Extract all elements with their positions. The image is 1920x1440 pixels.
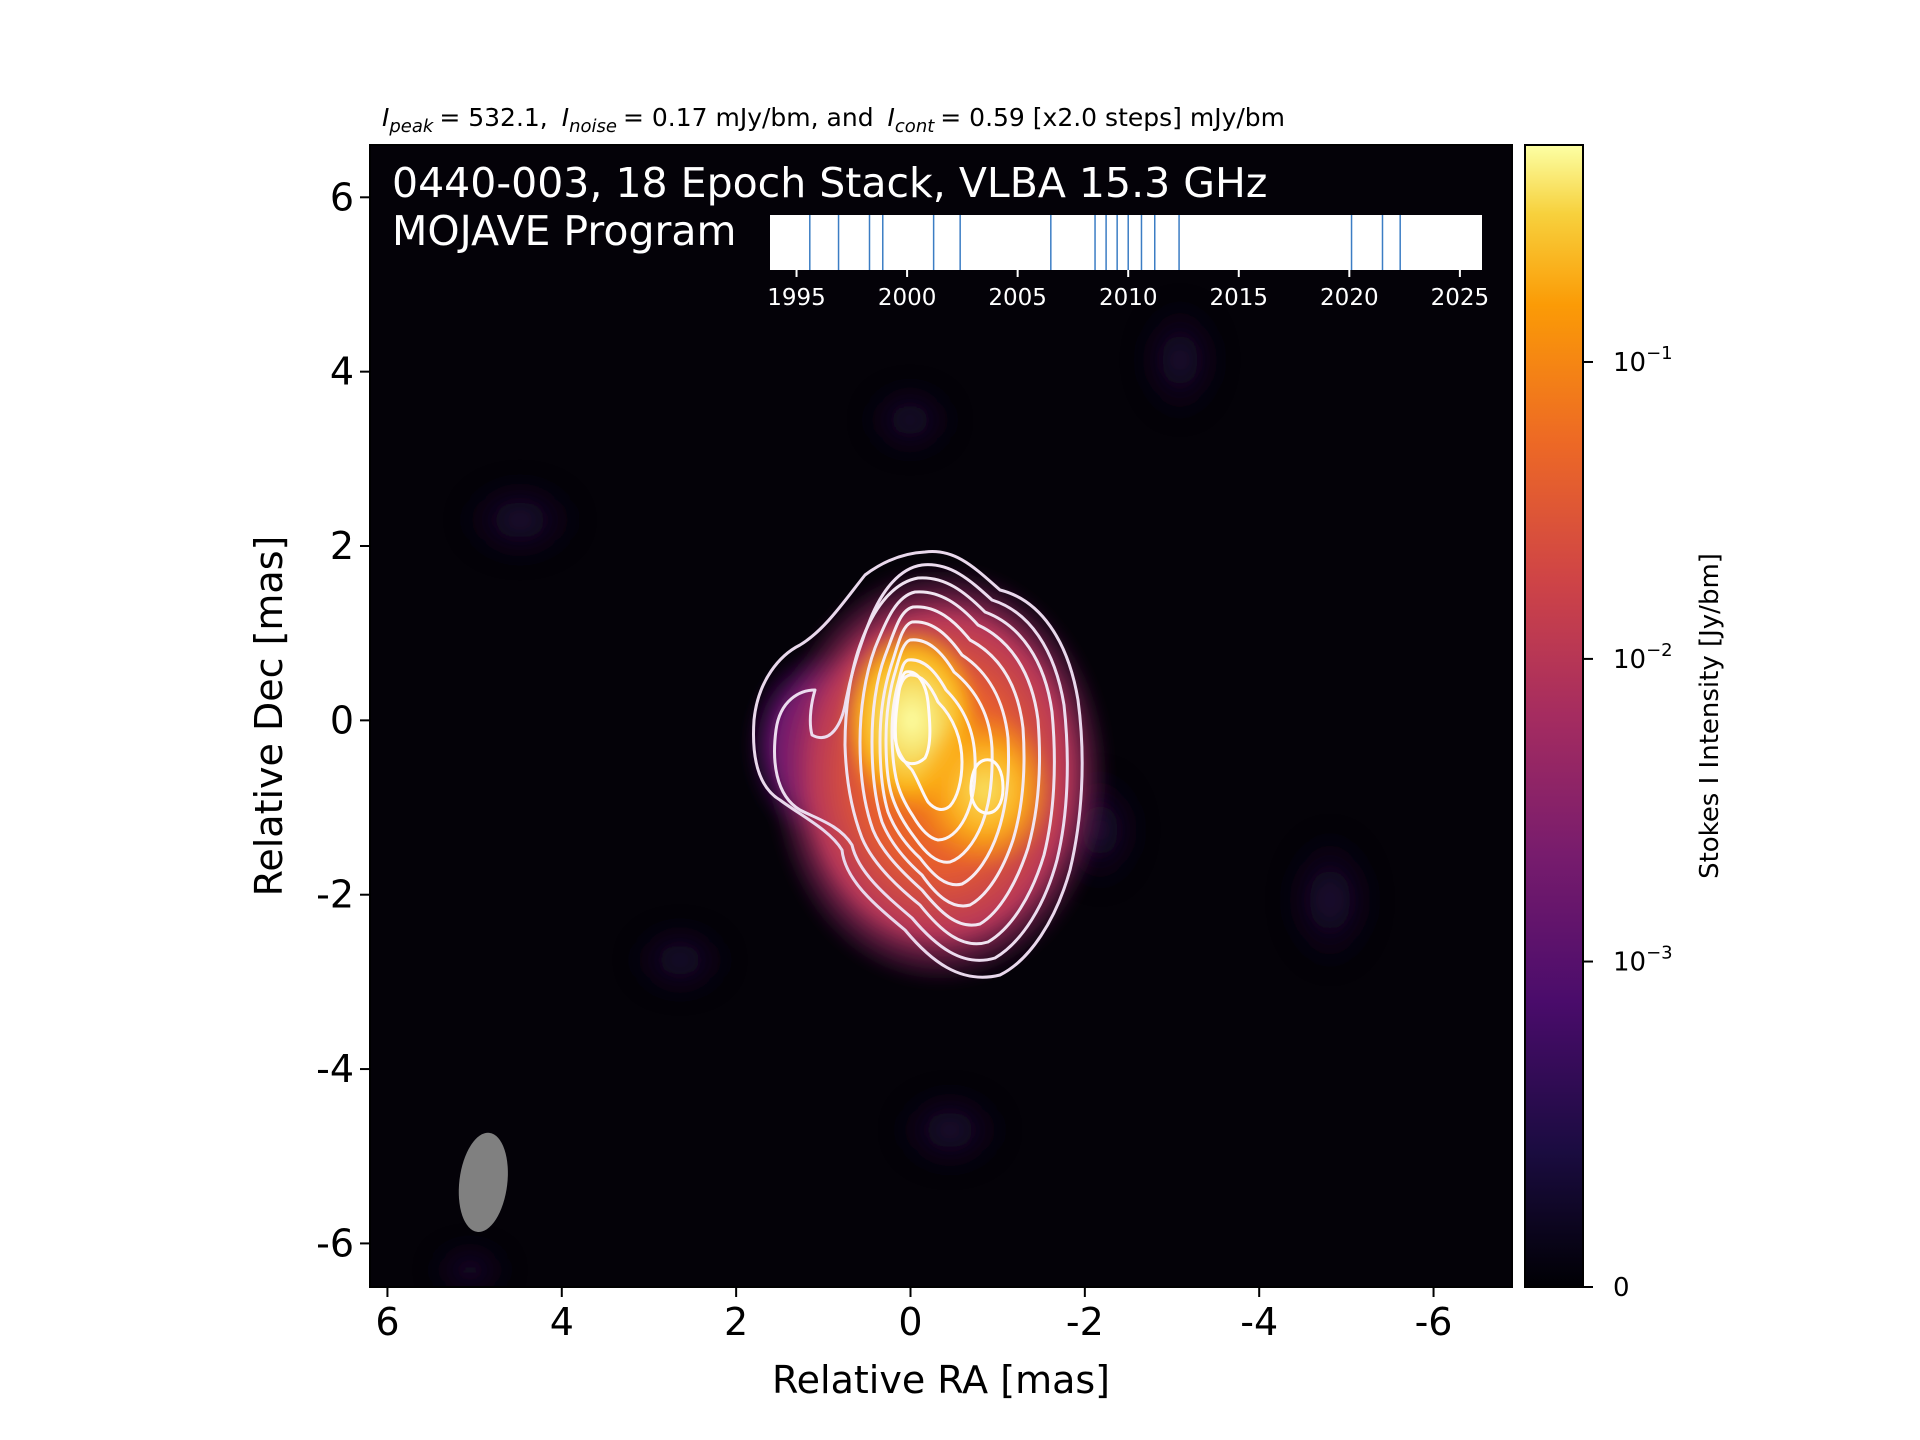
contour-3	[843, 576, 1056, 946]
timeline-tick-label: 2020	[1320, 285, 1379, 311]
timeline-tick-label: 2015	[1209, 285, 1268, 311]
timeline-tick-label: 2025	[1431, 285, 1490, 311]
timeline-tick-label: 1995	[767, 285, 826, 311]
timeline-tick-label: 2005	[988, 285, 1047, 311]
chart-title-line-1: 0440-003, 18 Epoch Stack, VLBA 15.3 GHz	[392, 159, 1267, 207]
x-tick-label: -2	[1066, 1300, 1104, 1344]
x-axis-label: Relative RA [mas]	[772, 1358, 1110, 1402]
x-tick-label: 0	[898, 1300, 922, 1344]
timeline-tick-label: 2000	[878, 285, 937, 311]
y-tick-label: 2	[330, 524, 354, 568]
x-tick-label: 2	[724, 1300, 748, 1344]
contour-1	[752, 550, 1084, 979]
epoch-timeline: 1995 2000 2005 2010 2015 2020 2025	[767, 215, 1489, 311]
colorbar-label: Stokes I Intensity [Jy/bm]	[1695, 553, 1725, 879]
colorbar-tick-label: 10−1	[1613, 343, 1673, 378]
contour-2	[773, 563, 1069, 962]
header-line: Ipeak = 532.1, Inoise = 0.17 mJy/bm, and I…	[382, 103, 1285, 137]
epoch-lines	[809, 215, 1401, 270]
beam-ellipse	[458, 1132, 508, 1232]
contour-4	[858, 590, 1042, 927]
epoch-ticks: 1995 2000 2005 2010 2015 2020 2025	[767, 270, 1489, 311]
y-tick-label: 4	[330, 350, 354, 394]
plot-frame	[369, 144, 1513, 1288]
colorbar-ticks: 10−1 10−2 10−3 0	[1583, 343, 1673, 1303]
colorbar-gradient	[1524, 144, 1584, 1288]
contour-lines	[752, 550, 1084, 979]
y-axis: 6 4 2 0 -2 -4 -6	[316, 175, 370, 1265]
colorbar-tick-label: 10−2	[1613, 640, 1673, 675]
contour-6	[878, 620, 1010, 887]
y-tick-label: -2	[316, 873, 354, 917]
y-tick-label: 6	[330, 175, 354, 219]
contour-10a	[893, 670, 932, 766]
colorbar-tick-label: 0	[1613, 1273, 1630, 1303]
contour-7	[884, 638, 994, 864]
contour-8	[890, 658, 977, 842]
y-tick-label: 0	[330, 698, 354, 742]
x-tick-label: -4	[1240, 1300, 1278, 1344]
chart-title-line-2: MOJAVE Program	[392, 207, 736, 255]
x-tick-label: -6	[1415, 1300, 1453, 1344]
y-tick-label: -4	[316, 1047, 354, 1091]
colorbar: 10−1 10−2 10−3 0 Stokes I Intensity [Jy/bm]	[1524, 144, 1725, 1303]
y-tick-label: -6	[316, 1221, 354, 1265]
contour-10b	[969, 758, 1005, 815]
timeline-tick-label: 2010	[1099, 285, 1158, 311]
x-tick-label: 4	[550, 1300, 574, 1344]
contour-5	[870, 605, 1026, 908]
colorbar-tick-label: 10−3	[1613, 943, 1673, 978]
x-tick-label: 6	[375, 1300, 399, 1344]
x-axis: 6 4 2 0 -2 -4 -6	[375, 1287, 1452, 1344]
timeline-background	[770, 215, 1482, 270]
y-axis-label: Relative Dec [mas]	[247, 536, 291, 897]
image-plot: 0440-003, 18 Epoch Stack, VLBA 15.3 GHz …	[316, 144, 1513, 1344]
